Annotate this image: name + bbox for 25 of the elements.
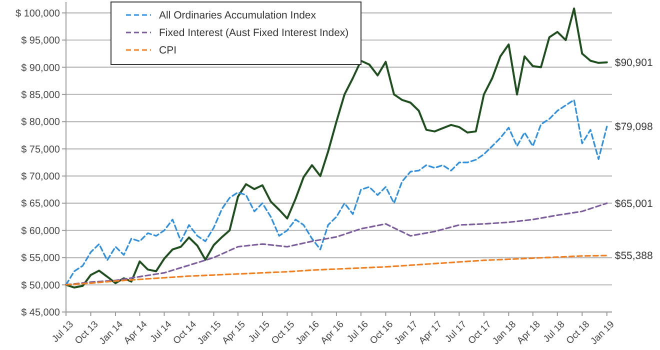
legend-label: CPI xyxy=(159,44,177,57)
line-series xyxy=(65,8,608,289)
y-tick-label: $ 70,000 xyxy=(21,172,60,183)
y-tick-label: $ 50,000 xyxy=(21,280,60,292)
legend-label: Fixed Interest (Aust Fixed Interest Index) xyxy=(159,27,349,40)
y-tick-label: $ 80,000 xyxy=(21,117,60,128)
y-tick-label: $ 85,000 xyxy=(21,90,60,101)
line-series xyxy=(65,99,608,286)
y-tick-label: $ 90,000 xyxy=(21,62,60,74)
x-tick-label: Jul 17 xyxy=(443,319,469,345)
y-tick-label: $ 75,000 xyxy=(21,144,60,156)
line-series xyxy=(65,254,608,286)
y-tick-label: $ 95,000 xyxy=(21,36,60,47)
y-tick-label: $ 45,000 xyxy=(21,308,60,318)
annotation: $65,001 xyxy=(614,198,653,210)
annotation: $90,901 xyxy=(614,57,653,70)
y-tick-label: $ 55,000 xyxy=(21,253,60,264)
y-tick-label: $ 100,000 xyxy=(16,8,60,20)
y-tick-label: $ 65,000 xyxy=(21,198,60,210)
annotation: $79,098 xyxy=(614,121,653,134)
legend-label: All Ordinaries Accumulation Index xyxy=(159,10,317,22)
x-tick-label: Jul 13 xyxy=(50,319,76,345)
y-tick-label: $ 60,000 xyxy=(21,226,60,237)
annotation: $55,388 xyxy=(614,250,653,262)
line-series xyxy=(65,202,608,286)
